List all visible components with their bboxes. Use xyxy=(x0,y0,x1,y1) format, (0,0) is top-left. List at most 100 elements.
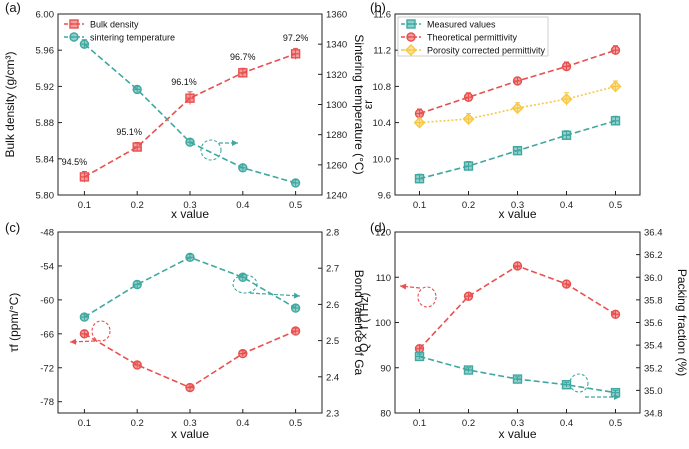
annotation-arrow-head xyxy=(293,292,300,299)
x-axis-label: x value xyxy=(171,207,209,221)
series-0 xyxy=(79,47,301,183)
x-tick-label: 0.2 xyxy=(462,200,475,211)
series-line xyxy=(419,85,616,124)
y-tick-label-left: 5.92 xyxy=(36,82,55,93)
x-tick-label: 0.2 xyxy=(462,418,475,429)
x-tick-label: 0.3 xyxy=(183,418,196,429)
y-tick-label-left: 80 xyxy=(380,409,391,420)
y-tick-label-left: 120 xyxy=(375,228,391,239)
legend-entry: Theoretical permittivity xyxy=(427,33,518,43)
y-tick-label-right: 35.2 xyxy=(644,363,663,374)
y-tick-label-right: 2.4 xyxy=(326,372,339,383)
y-tick-label-right: 1300 xyxy=(326,100,347,111)
annotation-arrow-head xyxy=(70,338,77,345)
panel-label: (d) xyxy=(370,220,386,235)
y-tick-label-left: -78 xyxy=(40,397,54,408)
y-tick-label-left: 6.00 xyxy=(36,10,55,21)
series-2 xyxy=(413,80,622,129)
legend-entry: Porosity corrected permittivity xyxy=(427,46,546,56)
series-line xyxy=(83,43,296,184)
series-line xyxy=(83,330,296,389)
legend-entry: Bulk density xyxy=(90,20,139,30)
panel-label: (c) xyxy=(5,220,20,235)
y-axis-label-left: Q × f (THz) xyxy=(357,293,371,353)
annotation-circle xyxy=(91,320,111,342)
data-label: 95.1% xyxy=(116,127,142,137)
y-tick-label-right: 1320 xyxy=(326,70,347,81)
annotation-arrow-head xyxy=(400,283,407,290)
annotation-arrow-head xyxy=(614,394,620,400)
x-tick-label: 0.4 xyxy=(236,418,249,429)
x-tick-label: 0.4 xyxy=(560,418,573,429)
x-axis-label: x value xyxy=(498,427,536,441)
x-axis-label: x value xyxy=(498,207,536,221)
series-0 xyxy=(414,261,621,354)
x-tick-label: 0.4 xyxy=(236,200,249,211)
x-tick-label: 0.2 xyxy=(131,200,144,211)
y-tick-label-right: 36.0 xyxy=(644,273,663,284)
legend-entry: Measured values xyxy=(427,20,496,30)
x-tick-label: 0.1 xyxy=(413,418,426,429)
y-tick-label-right: 1360 xyxy=(326,10,347,21)
annotation-circle xyxy=(417,286,437,308)
legend: Measured values Theoretical permittivity P… xyxy=(397,16,549,57)
y-tick-label-right: 1260 xyxy=(326,160,347,171)
x-tick-label: 0.3 xyxy=(511,200,524,211)
y-tick-label-left: 5.84 xyxy=(36,154,55,165)
y-tick-label-right: 35.8 xyxy=(644,295,663,306)
legend-box xyxy=(397,16,549,57)
x-tick-label: 0.2 xyxy=(131,418,144,429)
y-axis-label-right: Bond valence of Ga xyxy=(352,270,366,376)
x-tick-label: 0.5 xyxy=(609,200,622,211)
series-0 xyxy=(414,115,621,184)
y-axis-label-left: εr xyxy=(361,100,375,109)
y-tick-label-right: 35.4 xyxy=(644,341,663,352)
y-tick-label-right: 1340 xyxy=(326,40,347,51)
plot-frame xyxy=(394,231,641,414)
y-tick-label-right: 36.4 xyxy=(644,228,663,239)
panel-b: 0.1 0.2 0.3 0.4 0.5 9.6 10.0 10.4 10.8 11.2 11.6 x … xyxy=(361,0,641,221)
x-tick-label: 0.4 xyxy=(560,200,573,211)
series-line xyxy=(83,256,297,318)
series-1 xyxy=(414,351,621,398)
data-label: 96.7% xyxy=(230,52,256,62)
legend-entry: sintering temperature xyxy=(90,33,175,43)
series-1 xyxy=(79,252,301,322)
annotation-arrow xyxy=(249,292,301,297)
data-label: 96.1% xyxy=(171,77,197,87)
y-tick-label-left: -60 xyxy=(40,295,54,306)
data-label: 97.2% xyxy=(283,33,309,43)
y-tick-label-left: 11.2 xyxy=(373,46,391,57)
panel-label: (a) xyxy=(5,0,21,15)
y-tick-label-left: 5.96 xyxy=(36,46,55,57)
x-tick-label: 0.1 xyxy=(78,418,91,429)
y-tick-label-left: 9.6 xyxy=(378,191,391,202)
y-tick-label-left: -54 xyxy=(40,261,54,272)
y-tick-label-left: 11.6 xyxy=(373,10,391,21)
y-tick-label-right: 1280 xyxy=(326,130,347,141)
panel-a: 0.1 0.2 0.3 0.4 0.5 5.80 5.84 5.88 5.92 5.96 6.00 1… xyxy=(3,0,366,221)
y-tick-label-right: 35.0 xyxy=(644,386,663,397)
x-tick-label: 0.1 xyxy=(413,200,426,211)
annotation-arrow-head xyxy=(232,140,238,146)
y-tick-label-right: 2.7 xyxy=(326,264,339,275)
y-tick-label-left: 10.8 xyxy=(373,82,392,93)
y-tick-label-right: 36.2 xyxy=(644,250,663,261)
series-1 xyxy=(414,45,621,119)
x-tick-label: 0.3 xyxy=(511,418,524,429)
y-tick-label-left: 10.4 xyxy=(373,118,392,129)
y-tick-label-left: 110 xyxy=(376,273,391,284)
y-tick-label-left: 10.0 xyxy=(373,154,392,165)
y-axis-label-right: Packing fraction (%) xyxy=(675,269,689,376)
y-tick-label-right: 1240 xyxy=(326,191,347,202)
x-axis-label: x value xyxy=(171,427,209,441)
data-label: 94.5% xyxy=(62,157,88,167)
legend: Bulk density sintering temperature xyxy=(64,19,175,43)
series-line xyxy=(418,265,616,350)
y-tick-label-right: 35.6 xyxy=(644,318,663,329)
y-tick-label-left: -72 xyxy=(40,363,54,374)
y-tick-label-right: 2.5 xyxy=(326,336,339,347)
x-tick-label: 0.3 xyxy=(183,200,196,211)
y-tick-label-left: 5.88 xyxy=(36,118,55,129)
